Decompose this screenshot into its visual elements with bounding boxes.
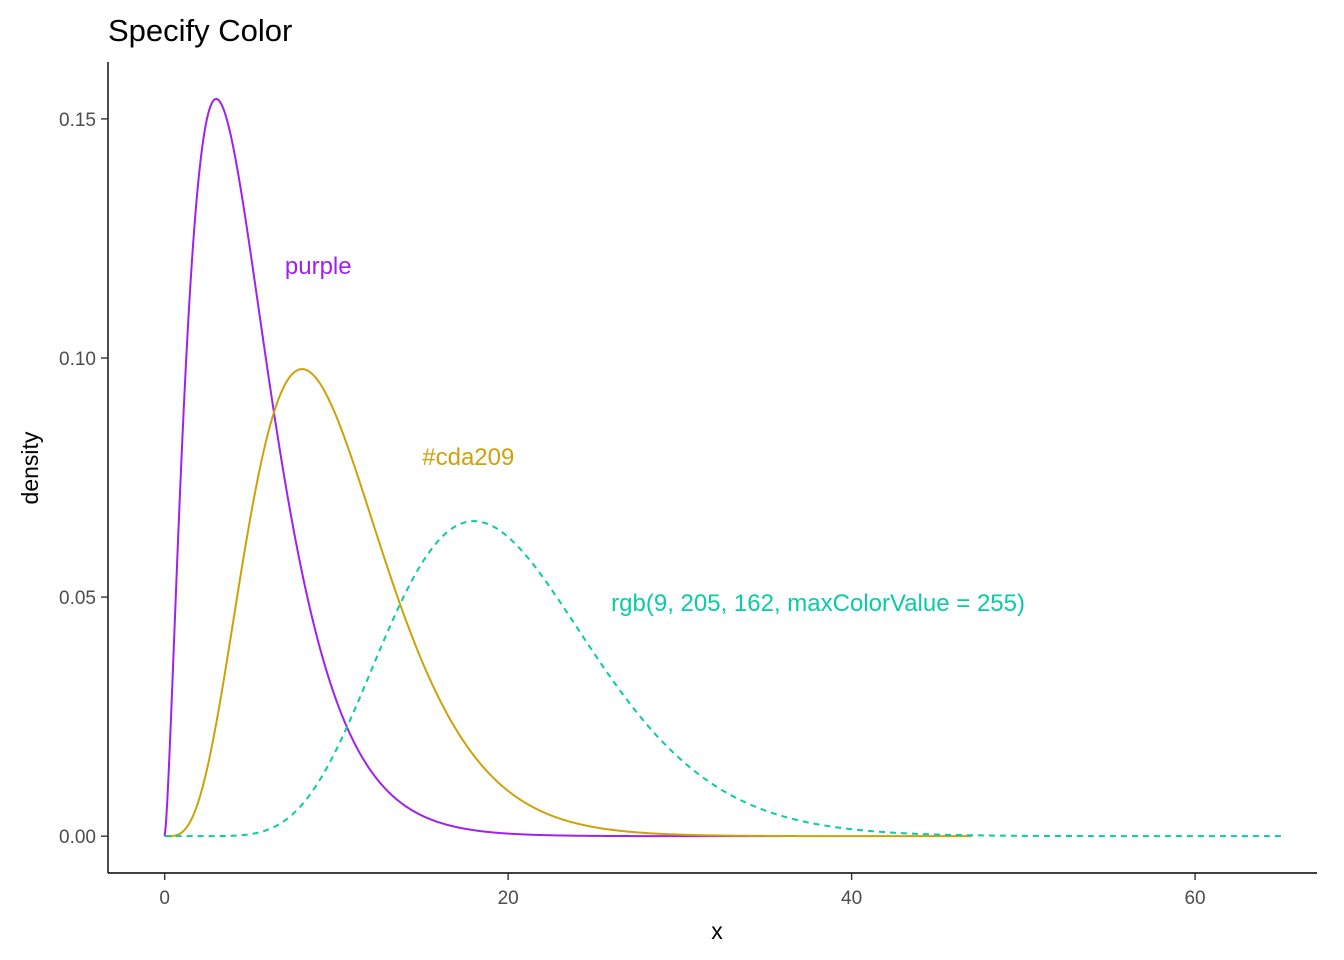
x-tick-label: 60 [1184, 888, 1205, 909]
chart-title: Specify Color [108, 13, 292, 48]
annotation-label-1: purple [285, 253, 352, 280]
series-line-1 [163, 97, 783, 838]
series-line-3 [164, 520, 1281, 838]
plot-area: 0 20 40 60 0.00 0.05 0.10 0.15 purple #cda209 rgb(… [59, 62, 1317, 909]
x-tick-label: 20 [498, 888, 519, 909]
annotation-label-2: #cda209 [422, 444, 514, 471]
y-tick-label: 0.15 [59, 110, 96, 131]
annotation-label-3: rgb(9, 205, 162, maxColorValue = 255) [611, 590, 1025, 617]
x-axis-title: x [711, 918, 723, 944]
y-tick-label: 0.05 [59, 588, 96, 609]
series-line-2 [164, 368, 972, 838]
y-axis-title: density [17, 431, 43, 504]
x-tick-label: 0 [159, 888, 170, 909]
y-tick-label: 0.00 [59, 827, 96, 848]
y-tick-label: 0.10 [59, 349, 96, 370]
x-tick-label: 40 [841, 888, 862, 909]
